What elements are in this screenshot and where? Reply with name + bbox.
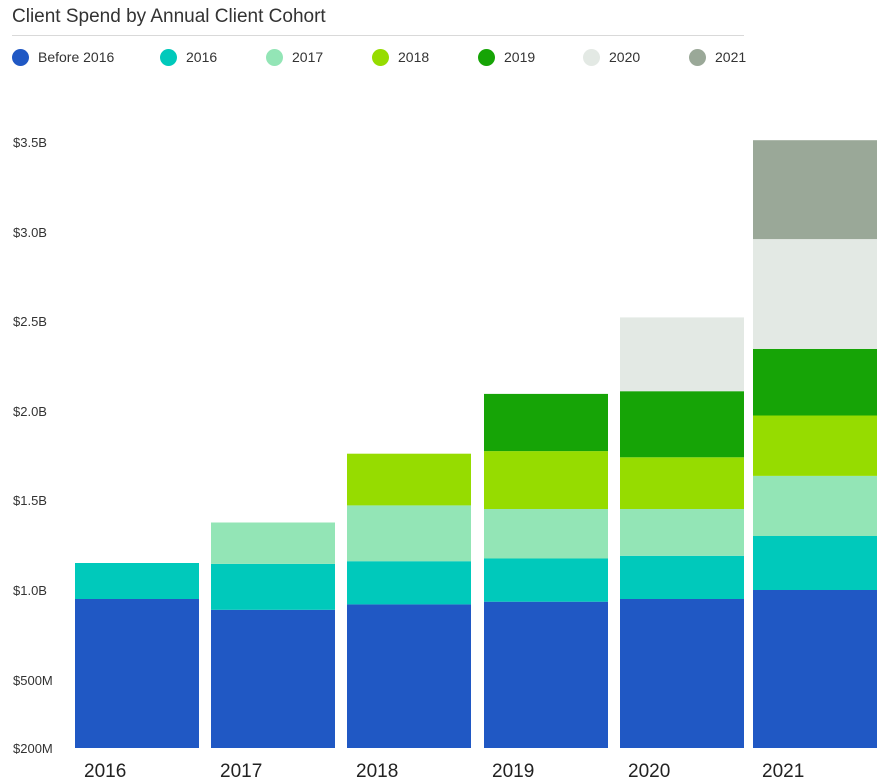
legend-swatch: [266, 48, 283, 66]
bar-segment-2021-2021[interactable]: [753, 140, 877, 240]
legend-item-2019[interactable]: 2019: [478, 46, 535, 68]
bar-segment-2019-2019[interactable]: [484, 393, 608, 452]
bar-segment-2021-2019[interactable]: [753, 348, 877, 416]
y-tick-label: $3.5B: [13, 135, 47, 150]
legend-label: 2017: [292, 49, 324, 65]
legend-item-2017[interactable]: 2017: [266, 46, 323, 68]
bar-segment-2020-before-2016[interactable]: [620, 599, 744, 748]
bar-segment-2016-2016[interactable]: [75, 563, 199, 599]
bars-layer: [75, 140, 877, 748]
x-tick-label-2020: 2020: [628, 761, 670, 782]
legend-label: 2018: [398, 49, 430, 65]
x-tick-label-2016: 2016: [84, 761, 126, 782]
bar-segment-2018-2018[interactable]: [347, 453, 471, 506]
bar-segment-2019-2016[interactable]: [484, 558, 608, 602]
bar-segment-2018-2017[interactable]: [347, 505, 471, 562]
bar-segment-2019-2017[interactable]: [484, 509, 608, 559]
bar-segment-2017-2017[interactable]: [211, 522, 335, 564]
bar-segment-2021-2020[interactable]: [753, 239, 877, 349]
legend-item-2020[interactable]: 2020: [583, 46, 640, 68]
bar-segment-2021-2017[interactable]: [753, 476, 877, 536]
y-axis-labels: $200M $500M $1.0B $1.5B $2.0B $2.5B $3.0B $3.5B: [13, 135, 53, 756]
legend-swatch: [372, 48, 389, 66]
legend-swatch: [160, 48, 177, 66]
legend-swatch: [12, 48, 29, 66]
bar-segment-2020-2017[interactable]: [620, 509, 744, 556]
x-tick-label-2017: 2017: [220, 761, 262, 782]
bar-segment-2021-before-2016[interactable]: [753, 590, 877, 748]
bar-segment-2019-before-2016[interactable]: [484, 601, 608, 748]
x-tick-label-2019: 2019: [492, 761, 534, 782]
bar-segment-2020-2020[interactable]: [620, 317, 744, 392]
y-tick-label: $500M: [13, 673, 53, 688]
x-tick-label-2021: 2021: [762, 761, 804, 782]
y-tick-label: $2.0B: [13, 404, 47, 419]
legend-label: 2016: [186, 49, 218, 65]
bar-segment-2020-2018[interactable]: [620, 457, 744, 509]
bar-segment-2018-before-2016[interactable]: [347, 604, 471, 748]
chart-legend: Before 2016 2016 2017 2018 2019 2020 2021: [12, 46, 752, 68]
legend-label: Before 2016: [38, 49, 115, 65]
y-tick-label: $2.5B: [13, 314, 47, 329]
legend-label: 2019: [504, 49, 536, 65]
bar-segment-2021-2018[interactable]: [753, 415, 877, 476]
y-tick-label: $200M: [13, 741, 53, 756]
legend-swatch: [478, 48, 495, 66]
legend-item-before-2016[interactable]: Before 2016: [12, 46, 114, 68]
legend-swatch: [689, 48, 706, 66]
y-tick-label: $1.0B: [13, 583, 47, 598]
legend-swatch: [583, 48, 600, 66]
legend-label: 2020: [609, 49, 641, 65]
bar-segment-2020-2019[interactable]: [620, 391, 744, 458]
legend-label: 2021: [715, 49, 747, 65]
legend-item-2018[interactable]: 2018: [372, 46, 429, 68]
bar-segment-2020-2016[interactable]: [620, 555, 744, 599]
bar-segment-2016-before-2016[interactable]: [75, 599, 199, 748]
x-axis-labels: 2016 2017 2018 2019 2020 2021: [84, 761, 804, 782]
chart-title: Client Spend by Annual Client Cohort: [12, 6, 326, 27]
legend-item-2016[interactable]: 2016: [160, 46, 217, 68]
y-tick-label: $3.0B: [13, 225, 47, 240]
bar-segment-2021-2016[interactable]: [753, 536, 877, 590]
bar-segment-2019-2018[interactable]: [484, 451, 608, 509]
bar-segment-2018-2016[interactable]: [347, 561, 471, 605]
y-tick-label: $1.5B: [13, 493, 47, 508]
bar-segment-2017-before-2016[interactable]: [211, 609, 335, 748]
legend-item-2021[interactable]: 2021: [689, 46, 746, 68]
title-divider: [12, 35, 744, 36]
bar-segment-2017-2016[interactable]: [211, 563, 335, 610]
x-tick-label-2018: 2018: [356, 761, 398, 782]
